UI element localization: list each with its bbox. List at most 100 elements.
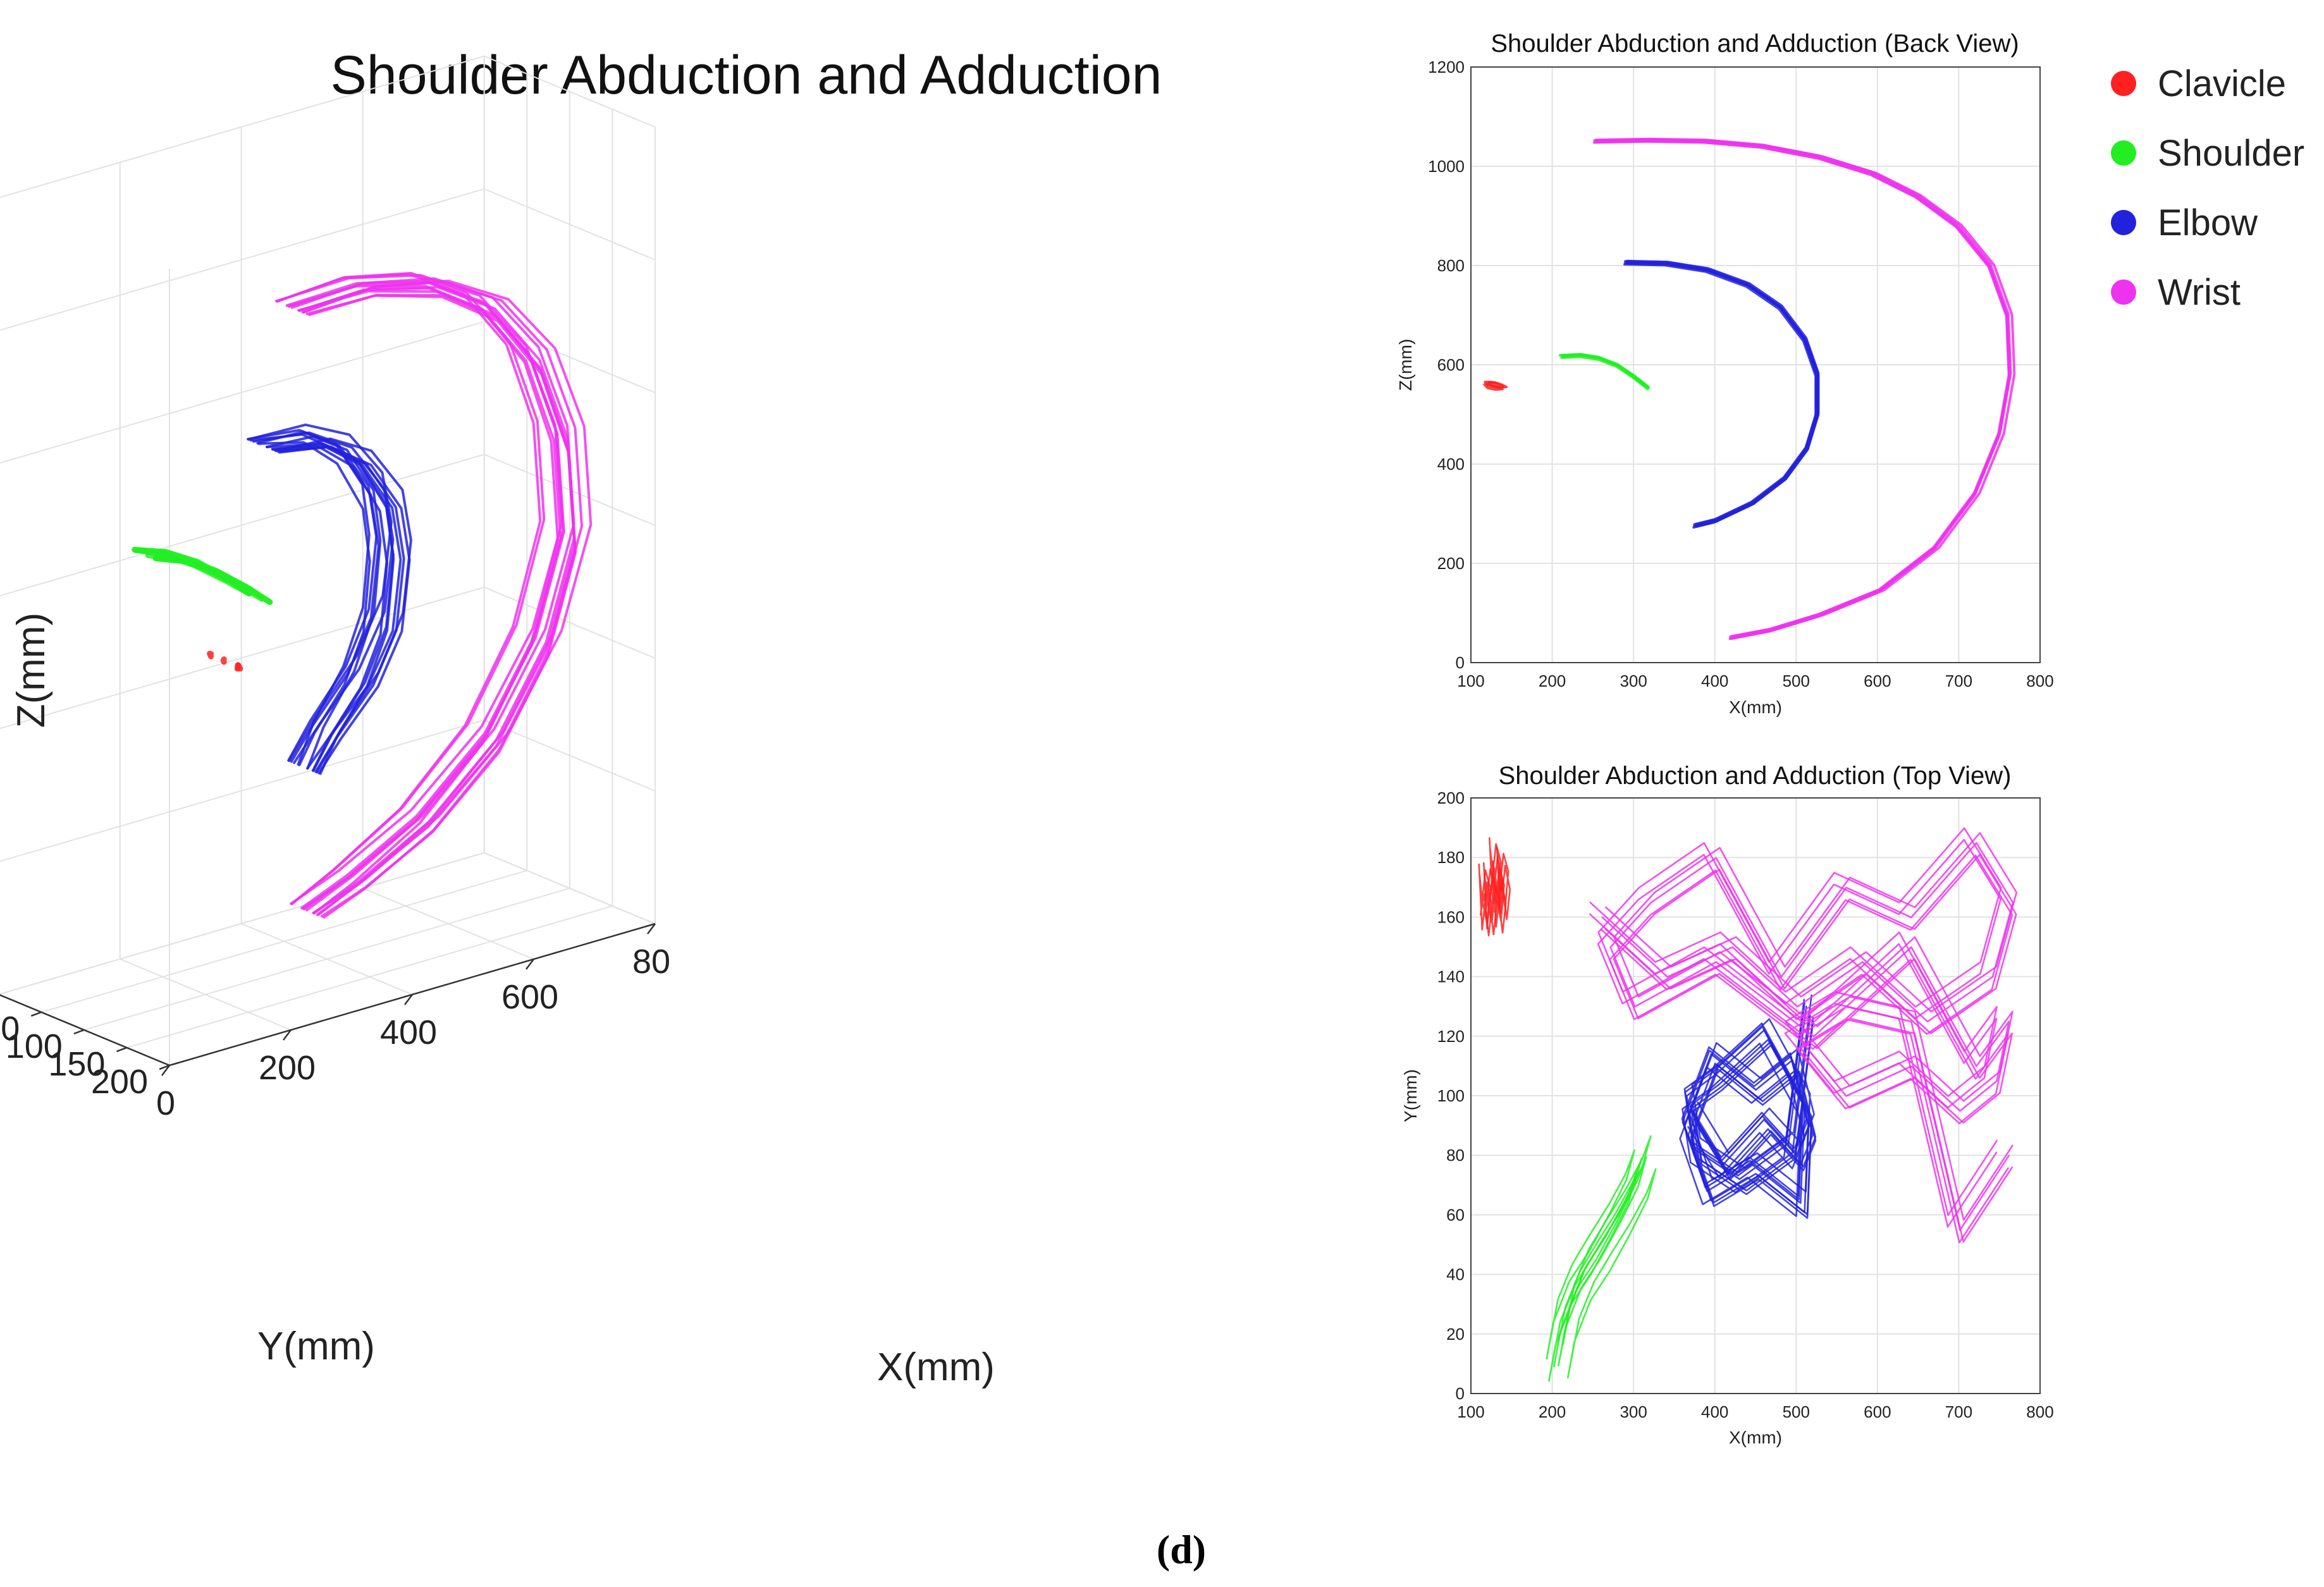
y-tick-3d-3: 150 [48,1045,105,1083]
back-x-tick-7: 800 [2026,671,2053,690]
plot3d-title: Shoulder Abduction and Adduction [331,45,1162,106]
top-y-tick-1: 20 [1446,1325,1465,1344]
back-trace-elbow-3 [1624,261,1818,527]
trace3d-wrist-12 [308,293,577,919]
x-tick-mark-3d-2 [404,994,413,1005]
back-x-tick-2: 300 [1620,671,1647,690]
trace3d-shoulder-5 [153,555,273,605]
top-y-tick-9: 180 [1437,848,1465,867]
trace3d-clavicle-3 [207,651,214,659]
top-trace-wrist-5 [1589,838,2001,1228]
legend-marker-clavicle [2111,71,2136,96]
trace3d-elbow-11 [247,429,378,762]
x-tick-3d-0: 0 [156,1084,175,1122]
back-trace-clavicle-1 [1483,383,1504,391]
top-y-tick-10: 200 [1437,788,1465,807]
grid3d-y-floor-2 [83,887,570,1031]
top-y-tick-8: 160 [1437,907,1465,926]
legend-label-elbow: Elbow [2158,202,2258,243]
back-y-tick-2: 400 [1437,455,1465,474]
x-tick-mark-3d-4 [647,923,656,934]
back-y-tick-6: 1200 [1428,58,1465,77]
top-view-xlabel: X(mm) [1729,1428,1782,1447]
plot3d: Shoulder Abduction and Adduction 0200400… [0,45,1162,1389]
plot-top-view: Shoulder Abduction and Adduction (Top Vi… [1401,762,2054,1447]
back-trace-shoulder-3 [1561,354,1651,389]
back-view-ylabel: Z(mm) [1396,339,1415,391]
back-trace-elbow-0 [1625,262,1819,528]
back-trace-wrist-4 [1598,138,2016,639]
y-tick-mark-3d-1 [30,1011,42,1017]
top-y-tick-7: 140 [1437,967,1465,986]
legend-label-wrist: Wrist [2158,272,2241,313]
top-y-tick-0: 0 [1456,1384,1465,1403]
legend-label-clavicle: Clavicle [2158,63,2286,104]
top-trace-wrist-1 [1604,854,2017,1243]
trace3d-elbow-8 [252,431,395,764]
trace3d-elbow-7 [271,445,388,772]
x-tick-3d-1: 200 [259,1049,316,1087]
y-tick-3d-1: 50 [0,1010,20,1048]
x-tick-3d-2: 400 [380,1014,437,1051]
top-trace-wrist-2 [1605,832,2018,1221]
back-x-tick-6: 700 [1945,671,1972,690]
top-x-tick-2: 300 [1620,1402,1647,1421]
top-trace-wrist-4 [1601,842,2014,1231]
legend: Clavicle Shoulder Elbow Wrist [2111,63,2304,313]
top-y-tick-3: 60 [1446,1205,1465,1224]
y-tick-mark-3d-3 [116,1046,127,1053]
top-view-title: Shoulder Abduction and Adduction (Top Vi… [1499,762,2012,790]
back-x-tick-4: 500 [1783,671,1810,690]
legend-label-shoulder: Shoulder [2158,133,2304,174]
grid3d-y-floor-3 [40,869,527,1013]
y-tick-3d-2: 100 [6,1027,63,1065]
trace3d-elbow-9 [249,433,380,763]
back-y-tick-1: 200 [1437,554,1465,573]
back-y-tick-0: 0 [1456,653,1465,672]
back-x-tick-1: 200 [1539,671,1566,690]
back-x-tick-3: 400 [1701,671,1728,690]
plot-back-view: Shoulder Abduction and Adduction (Back V… [1396,30,2054,717]
x-tick-mark-3d-0 [161,1065,170,1076]
top-trace-shoulder-4 [1562,1135,1652,1345]
top-y-tick-6: 120 [1437,1027,1465,1046]
y-tick-mark-3d-2 [73,1029,85,1035]
trace3d-wrist-7 [275,274,563,905]
legend-marker-elbow [2111,210,2136,235]
top-x-tick-6: 700 [1945,1402,1972,1421]
x-tick-mark-3d-1 [283,1029,292,1041]
plot3d-zlabel: Z(mm) [9,613,53,728]
trace3d-wrist-13 [276,273,542,905]
top-trace-clavicle-4 [1478,863,1493,937]
trace3d-elbow-4 [247,423,393,763]
trace3d-clavicle-1 [234,662,241,672]
back-y-tick-5: 1000 [1428,157,1465,176]
x-tick-mark-3d-3 [526,959,534,970]
back-y-tick-4: 800 [1437,256,1465,275]
back-trace-shoulder-1 [1560,355,1649,391]
top-y-tick-5: 100 [1437,1086,1465,1105]
back-view-title: Shoulder Abduction and Adduction (Back V… [1491,30,2019,58]
top-x-tick-3: 400 [1701,1402,1728,1421]
grid3d-y-floor-1 [126,905,613,1048]
trace3d-elbow-12 [274,437,412,774]
top-view-ylabel: Y(mm) [1401,1069,1420,1122]
top-y-tick-4: 80 [1446,1146,1465,1165]
trace3d-wrist-8 [298,287,559,915]
back-trace-elbow-5 [1623,263,1817,529]
top-view-frame [1470,797,2041,1394]
top-x-tick-7: 800 [2026,1402,2053,1421]
y-tick-3d-4: 200 [91,1063,148,1101]
trace3d-wrist-6 [286,285,562,910]
back-x-tick-5: 600 [1864,671,1891,690]
legend-marker-shoulder [2111,140,2136,166]
top-trace-elbow-6 [1690,1020,1817,1219]
top-trace-elbow-0 [1679,1019,1805,1217]
back-trace-wrist-3 [1594,137,2012,638]
grid3d-y-floor-4 [0,852,484,995]
back-trace-elbow-4 [1624,260,1818,526]
back-view-xlabel: X(mm) [1729,697,1782,717]
trace3d-elbow-1 [266,443,402,770]
trace3d-clavicle-2 [220,656,227,665]
